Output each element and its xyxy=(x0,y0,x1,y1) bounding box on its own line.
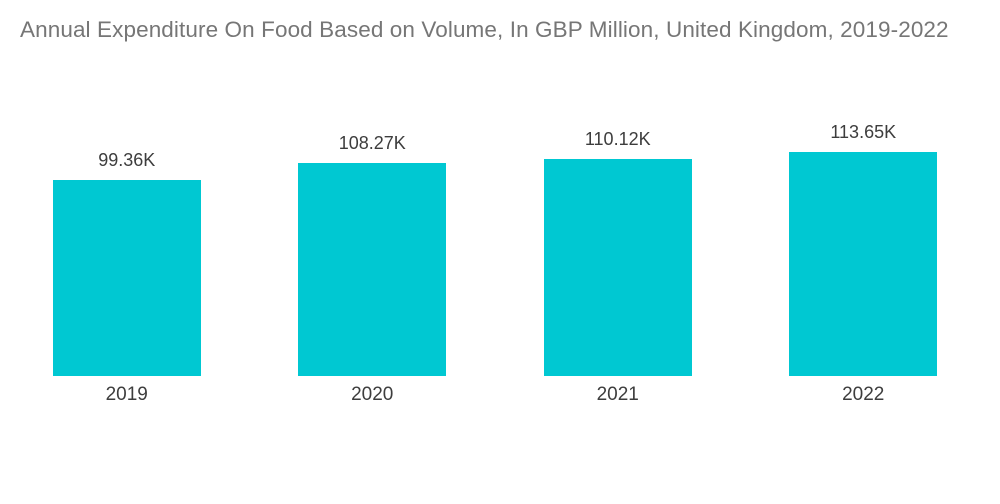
bar-2020[interactable] xyxy=(298,162,447,376)
bar-group-2022: 113.65K 2022 xyxy=(741,100,987,406)
bar-group-2020: 108.27K 2020 xyxy=(250,100,496,406)
x-axis-label: 2020 xyxy=(351,384,394,405)
bar-value-label: 110.12K xyxy=(584,129,651,149)
x-axis-label: 2022 xyxy=(842,384,885,405)
x-axis-label: 2021 xyxy=(596,384,639,405)
bar-chart: 99.36K 2019 108.27K 2020 110.12K 2021 113.65K 2… xyxy=(4,100,986,406)
bar-2021[interactable] xyxy=(543,159,692,376)
bar-2022[interactable] xyxy=(789,152,938,376)
chart-title: Annual Expenditure On Food Based on Volu… xyxy=(20,17,949,42)
bar-group-2019: 99.36K 2019 xyxy=(4,100,250,406)
bar-group-2021: 110.12K 2021 xyxy=(495,100,741,406)
bar-value-label: 113.65K xyxy=(830,122,897,142)
bar-2019[interactable] xyxy=(52,180,201,376)
bar-value-label: 108.27K xyxy=(338,132,406,153)
x-axis-label: 2019 xyxy=(105,384,148,405)
bar-value-label: 99.36K xyxy=(98,150,156,171)
